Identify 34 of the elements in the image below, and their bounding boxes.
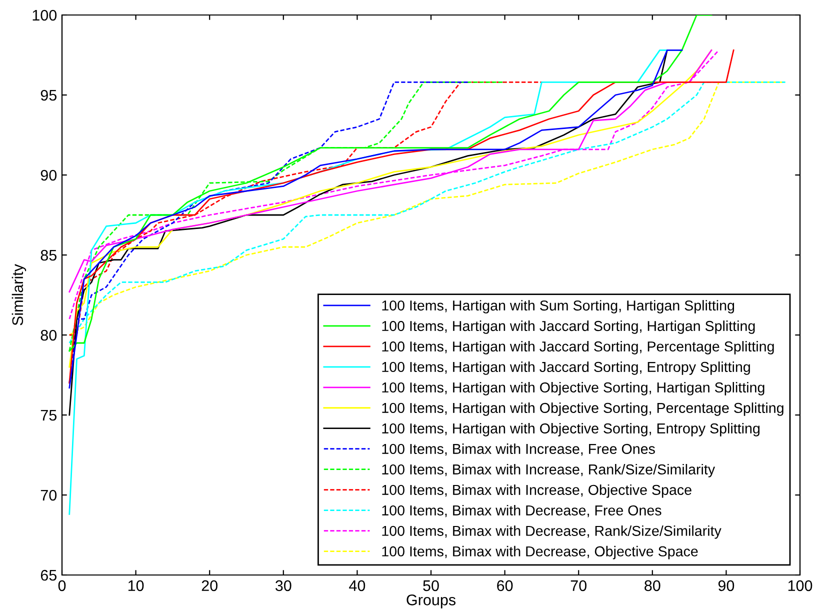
legend-label: 100 Items, Bimax with Increase, Free Ones bbox=[382, 443, 655, 456]
x-tick-label: 90 bbox=[718, 580, 734, 592]
legend-label: 100 Items, Bimax with Decrease, Rank/Size/Similarity bbox=[382, 525, 722, 539]
x-tick-label: 30 bbox=[275, 580, 292, 592]
x-tick-label: 20 bbox=[202, 580, 218, 592]
x-tick-label: 100 bbox=[788, 580, 812, 592]
y-tick-label: 95 bbox=[40, 90, 56, 101]
y-tick-label: 70 bbox=[40, 490, 57, 501]
legend-label: 100 Items, Bimax with Increase, Objective Space bbox=[382, 484, 692, 498]
legend-label: 100 Items, Hartigan with Jaccard Sorting, Hartigan Splitting bbox=[382, 320, 755, 334]
y-tick-label: 85 bbox=[40, 250, 56, 261]
x-tick-label: 40 bbox=[349, 580, 366, 592]
y-tick-label: 75 bbox=[40, 410, 56, 421]
y-tick-label: 65 bbox=[40, 570, 56, 581]
legend-label: 100 Items, Hartigan with Jaccard Sorting, Percentage Splitting bbox=[382, 341, 774, 354]
legend-label: 100 Items, Hartigan with Objective Sorting, Hartigan Splitting bbox=[382, 382, 764, 396]
x-tick-label: 0 bbox=[58, 580, 66, 592]
x-tick-label: 70 bbox=[570, 580, 586, 592]
y-tick-label: 80 bbox=[40, 330, 57, 341]
legend-label: 100 Items, Hartigan with Objective Sorting, Percentage Splitting bbox=[382, 402, 784, 416]
legend-label: 100 Items, Bimax with Decrease, Objective Space bbox=[382, 546, 698, 560]
y-tick-label: 100 bbox=[32, 10, 57, 21]
y-tick-label: 90 bbox=[40, 170, 57, 181]
legend-label: 100 Items, Bimax with Decrease, Free Ones bbox=[382, 504, 662, 518]
x-axis-title: Groups bbox=[406, 594, 456, 608]
legend-label: 100 Items, Hartigan with Objective Sorting, Entropy Splitting bbox=[382, 423, 760, 436]
legend-label: 100 Items, Hartigan with Sum Sorting, Hartigan Splitting bbox=[382, 300, 734, 314]
y-axis-title: Similarity bbox=[12, 264, 26, 326]
x-tick-label: 50 bbox=[423, 580, 439, 592]
legend-label: 100 Items, Bimax with Increase, Rank/Size/Similarity bbox=[382, 464, 716, 478]
x-tick-label: 10 bbox=[128, 580, 144, 592]
x-tick-label: 60 bbox=[497, 580, 513, 592]
x-tick-label: 80 bbox=[644, 580, 660, 592]
legend-label: 100 Items, Hartigan with Jaccard Sorting, Entropy Splitting bbox=[382, 362, 750, 375]
